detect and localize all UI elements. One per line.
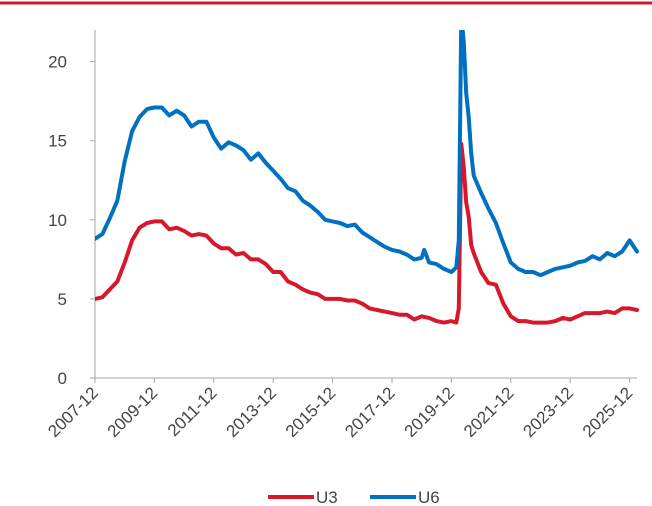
x-tick-label: 2013-12 — [222, 383, 280, 441]
y-tick-label: 0 — [58, 369, 67, 388]
y-axis-ticks: 0 5 10 15 20 — [48, 53, 95, 388]
y-tick-label: 10 — [48, 211, 67, 230]
series-layer — [95, 30, 639, 325]
y-tick-label: 15 — [48, 132, 67, 151]
x-tick-label: 2017-12 — [341, 383, 399, 441]
axes — [94, 30, 637, 379]
x-tick-label: 2015-12 — [282, 383, 340, 441]
legend-label-u3: U3 — [316, 488, 338, 506]
y-tick-label: 20 — [48, 53, 67, 72]
x-tick-label: 2023-12 — [519, 383, 577, 441]
x-axis-ticks: 2007-12 2009-12 2011-12 2013-12 2015-12 2017-… — [44, 378, 636, 441]
series-line-u3 — [95, 141, 639, 325]
x-tick-label: 2025-12 — [579, 383, 637, 441]
x-tick-label: 2019-12 — [401, 383, 459, 441]
y-tick-label: 5 — [58, 290, 67, 309]
x-tick-label: 2011-12 — [164, 383, 221, 440]
x-tick-label: 2021-12 — [460, 383, 518, 441]
legend: U3 U6 — [268, 488, 440, 506]
x-tick-label: 2007-12 — [44, 383, 102, 441]
legend-label-u6: U6 — [418, 488, 440, 506]
x-tick-label: 2009-12 — [104, 383, 162, 441]
series-line-u6 — [95, 30, 639, 278]
